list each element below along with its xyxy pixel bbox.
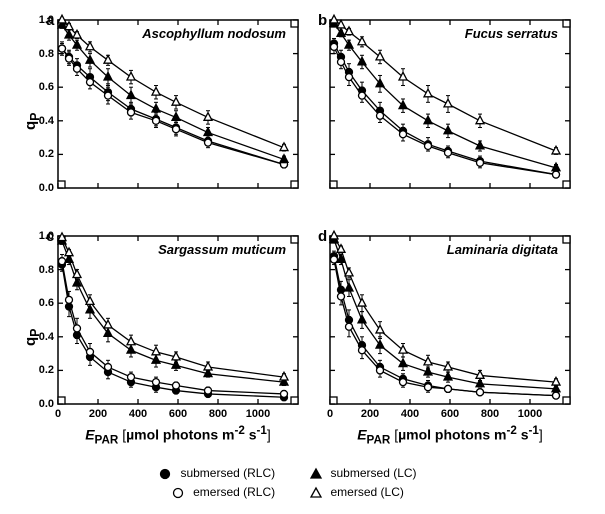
panel-b: bFucus serratus — [330, 20, 570, 188]
ytick-label: 0.2 — [26, 148, 54, 160]
ytick-label: 0.8 — [26, 264, 54, 276]
panel-c: cSargassum muticum020040060080010000.00.… — [58, 236, 298, 404]
panel-a: aAscophyllum nodosum0.00.20.40.60.81.0 — [58, 20, 298, 188]
xtick-label: 200 — [361, 408, 379, 420]
ytick-label: 1.0 — [26, 14, 54, 26]
legend: submersed (RLC) submersed (LC) emersed (R… — [0, 466, 605, 500]
xtick-label: 0 — [55, 408, 61, 420]
ytick-label: 0.6 — [26, 81, 54, 93]
xlabel-c: EPAR [µmol photons m-2 s-1] — [58, 424, 298, 446]
xlabel-d: EPAR [µmol photons m-2 s-1] — [330, 424, 570, 446]
xtick-label: 1000 — [246, 408, 270, 420]
panel-title-c: Sargassum muticum — [158, 242, 286, 257]
legend-item: emersed (RLC) — [171, 485, 275, 500]
ytick-label: 0.6 — [26, 297, 54, 309]
xtick-label: 600 — [169, 408, 187, 420]
panel-letter-d: d — [318, 228, 327, 245]
xtick-label: 200 — [89, 408, 107, 420]
ytick-label: 0.2 — [26, 364, 54, 376]
ylabel-a: qP — [22, 112, 42, 130]
panel-title-a: Ascophyllum nodosum — [142, 26, 286, 41]
xtick-label: 400 — [129, 408, 147, 420]
ytick-label: 0.0 — [26, 182, 54, 194]
panel-title-b: Fucus serratus — [465, 26, 558, 41]
panel-title-d: Laminaria digitata — [447, 242, 558, 257]
legend-item: submersed (RLC) — [158, 466, 275, 481]
panel-d: dLaminaria digitata02004006008001000 — [330, 236, 570, 404]
ylabel-c: qP — [22, 328, 42, 346]
legend-item: emersed (LC) — [309, 485, 404, 500]
ytick-label: 0.0 — [26, 398, 54, 410]
xtick-label: 0 — [327, 408, 333, 420]
figure: aAscophyllum nodosum0.00.20.40.60.81.0 b… — [0, 0, 605, 514]
panel-letter-b: b — [318, 12, 327, 29]
ytick-label: 0.8 — [26, 48, 54, 60]
xtick-label: 800 — [209, 408, 227, 420]
xtick-label: 800 — [481, 408, 499, 420]
legend-item: submersed (LC) — [309, 466, 417, 481]
xtick-label: 1000 — [518, 408, 542, 420]
xtick-label: 400 — [401, 408, 419, 420]
ytick-label: 1.0 — [26, 230, 54, 242]
xtick-label: 600 — [441, 408, 459, 420]
